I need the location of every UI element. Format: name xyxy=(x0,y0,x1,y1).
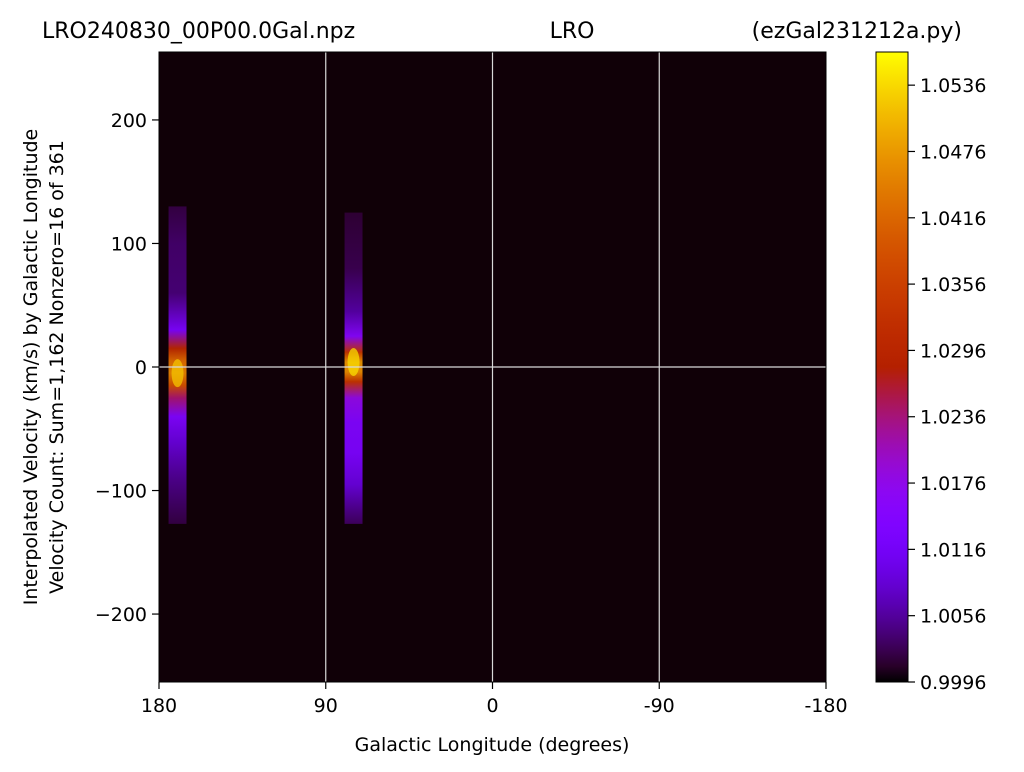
x-tick-label: -90 xyxy=(644,695,675,717)
x-tick-label: -180 xyxy=(804,695,847,717)
streak-170 xyxy=(165,206,190,524)
colorbar-tick-label: 1.0236 xyxy=(920,407,986,429)
title-site: LRO xyxy=(550,19,595,44)
colorbar-tick-label: 1.0416 xyxy=(920,208,986,230)
streak-75 xyxy=(341,212,366,524)
gridlines xyxy=(159,52,826,682)
colorbar-tick-label: 1.0176 xyxy=(920,473,986,495)
x-tick-label: 90 xyxy=(314,695,338,717)
streak-edge-right xyxy=(186,206,190,524)
title-script: (ezGal231212a.py) xyxy=(752,19,962,44)
y-axis-label-line2: Velocity Count: Sum=1,162 Nonzero=16 of … xyxy=(46,140,68,594)
y-axis-ticks: 200 100 0 −100 −200 xyxy=(95,110,159,626)
colorbar-tick-label: 0.9996 xyxy=(920,672,986,694)
colorbar-tick-label: 1.0356 xyxy=(920,274,986,296)
x-tick-label: 0 xyxy=(486,695,498,717)
y-tick-label: 200 xyxy=(111,110,147,132)
title-filename: LRO240830_00P00.0Gal.npz xyxy=(42,19,355,44)
y-tick-label: −200 xyxy=(95,604,147,626)
streak-edge-right xyxy=(362,212,366,524)
colorbar-ticks: 0.9996 1.0056 1.0116 1.0176 1.0236 1.0296 1.03… xyxy=(908,75,986,694)
y-tick-label: 100 xyxy=(111,233,147,255)
heatmap-streaks xyxy=(165,206,366,524)
x-axis-ticks: 180 90 0 -90 -180 xyxy=(141,682,848,717)
y-tick-label: −100 xyxy=(95,481,147,503)
y-tick-label: 0 xyxy=(135,357,147,379)
colorbar-tick-label: 1.0536 xyxy=(920,75,986,97)
streak-edge-left xyxy=(165,206,169,524)
colorbar-tick-label: 1.0116 xyxy=(920,539,986,561)
y-axis-label-line1: Interpolated Velocity (km/s) by Galactic… xyxy=(20,129,42,605)
streak-core xyxy=(347,348,360,377)
colorbar-tick-label: 1.0056 xyxy=(920,606,986,628)
colorbar-tick-label: 1.0296 xyxy=(920,340,986,362)
x-tick-label: 180 xyxy=(141,695,177,717)
x-axis-label: Galactic Longitude (degrees) xyxy=(355,734,630,756)
streak-core xyxy=(171,359,184,388)
colorbar-tick-label: 1.0476 xyxy=(920,141,986,163)
colorbar xyxy=(875,51,909,683)
streak-edge-left xyxy=(341,212,345,524)
